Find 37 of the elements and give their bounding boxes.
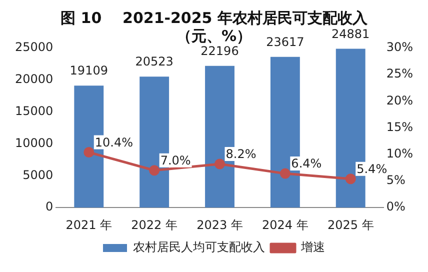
y-tick-label: 5000	[22, 168, 54, 182]
data-label: 23617	[266, 34, 304, 49]
y2-tick-label: 15%	[386, 120, 413, 134]
y-tick-label: 0	[46, 200, 54, 214]
point	[84, 147, 94, 158]
y-tick-label: 15000	[14, 104, 54, 118]
y-tick-label: 20000	[14, 72, 54, 86]
x-tick-label: 2024 年	[262, 218, 308, 232]
y2-tick-label: 20%	[386, 93, 413, 108]
data-label: 7.0%	[160, 153, 191, 168]
data-label: 19109	[70, 64, 108, 78]
point	[345, 174, 356, 184]
y2-tick-label: 0%	[386, 200, 406, 214]
x-tick-label: 2021 年	[66, 218, 112, 232]
data-label: 8.2%	[226, 147, 256, 162]
data-label: 5.4%	[356, 162, 388, 176]
y2-tick-label: 30%	[386, 40, 413, 54]
data-label: 6.4%	[291, 156, 322, 171]
point	[149, 165, 160, 176]
point	[214, 158, 225, 170]
data-label: 20523	[135, 54, 174, 69]
legend-label: 增速	[300, 240, 325, 254]
y2-tick-label: 25%	[386, 66, 413, 81]
point	[280, 168, 290, 179]
x-tick-label: 2025 年	[327, 218, 374, 232]
y-tick-label: 25000	[14, 40, 54, 54]
legend-label: 农村居民人均可支配收入	[133, 240, 265, 254]
y-tick-label: 10000	[14, 136, 54, 150]
y2-tick-label: 5%	[386, 173, 406, 188]
chart-title: 图 10 2021-2025 年农村居民可支配收入	[60, 8, 368, 27]
chart-subtitle: （元、%）	[176, 26, 252, 45]
data-label: 10.4%	[94, 135, 134, 150]
data-label: 22196	[200, 44, 239, 58]
data-label: 24881	[332, 26, 370, 41]
x-tick-label: 2023 年	[196, 218, 243, 232]
x-tick-label: 2022 年	[131, 218, 178, 232]
y2-tick-label: 10%	[386, 146, 413, 161]
